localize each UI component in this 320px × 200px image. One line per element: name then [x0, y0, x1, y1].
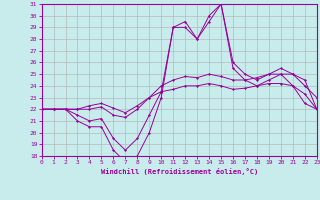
X-axis label: Windchill (Refroidissement éolien,°C): Windchill (Refroidissement éolien,°C): [100, 168, 258, 175]
